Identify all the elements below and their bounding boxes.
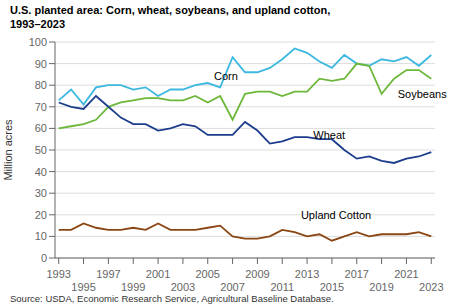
- svg-text:2001: 2001: [146, 268, 170, 280]
- svg-text:Soybeans: Soybeans: [398, 88, 447, 100]
- svg-text:60: 60: [35, 122, 47, 134]
- svg-text:1999: 1999: [121, 281, 145, 292]
- svg-text:Million acres: Million acres: [2, 119, 14, 181]
- svg-text:20: 20: [35, 209, 47, 221]
- svg-text:2017: 2017: [345, 268, 369, 280]
- svg-text:50: 50: [35, 144, 47, 156]
- svg-text:0: 0: [41, 252, 47, 264]
- svg-text:Corn: Corn: [214, 70, 238, 82]
- html-text:Source: USDA, Economic Researc: Source: USDA, Economic Research Service,…: [10, 293, 334, 304]
- svg-text:Wheat: Wheat: [313, 129, 345, 141]
- html-text:1993–2023: 1993–2023: [10, 18, 66, 30]
- svg-text:1995: 1995: [71, 281, 95, 292]
- svg-text:1993: 1993: [46, 268, 70, 280]
- svg-text:2021: 2021: [394, 268, 418, 280]
- svg-text:Upland Cotton: Upland Cotton: [301, 209, 371, 221]
- svg-text:10: 10: [35, 230, 47, 242]
- svg-text:2005: 2005: [196, 268, 220, 280]
- svg-text:1997: 1997: [96, 268, 120, 280]
- svg-text:2003: 2003: [171, 281, 195, 292]
- svg-text:2019: 2019: [369, 281, 393, 292]
- svg-text:2007: 2007: [220, 281, 244, 292]
- svg-text:2023: 2023: [419, 281, 443, 292]
- svg-text:70: 70: [35, 101, 47, 113]
- svg-text:2011: 2011: [270, 281, 294, 292]
- svg-text:40: 40: [35, 166, 47, 178]
- svg-text:100: 100: [29, 36, 47, 48]
- html-text:U.S. planted area: Corn, wheat: U.S. planted area: Corn, wheat, soybeans…: [10, 4, 331, 16]
- svg-text:2013: 2013: [295, 268, 319, 280]
- svg-text:30: 30: [35, 187, 47, 199]
- svg-text:2015: 2015: [320, 281, 344, 292]
- svg-text:80: 80: [35, 79, 47, 91]
- svg-text:2009: 2009: [245, 268, 269, 280]
- svg-text:90: 90: [35, 58, 47, 70]
